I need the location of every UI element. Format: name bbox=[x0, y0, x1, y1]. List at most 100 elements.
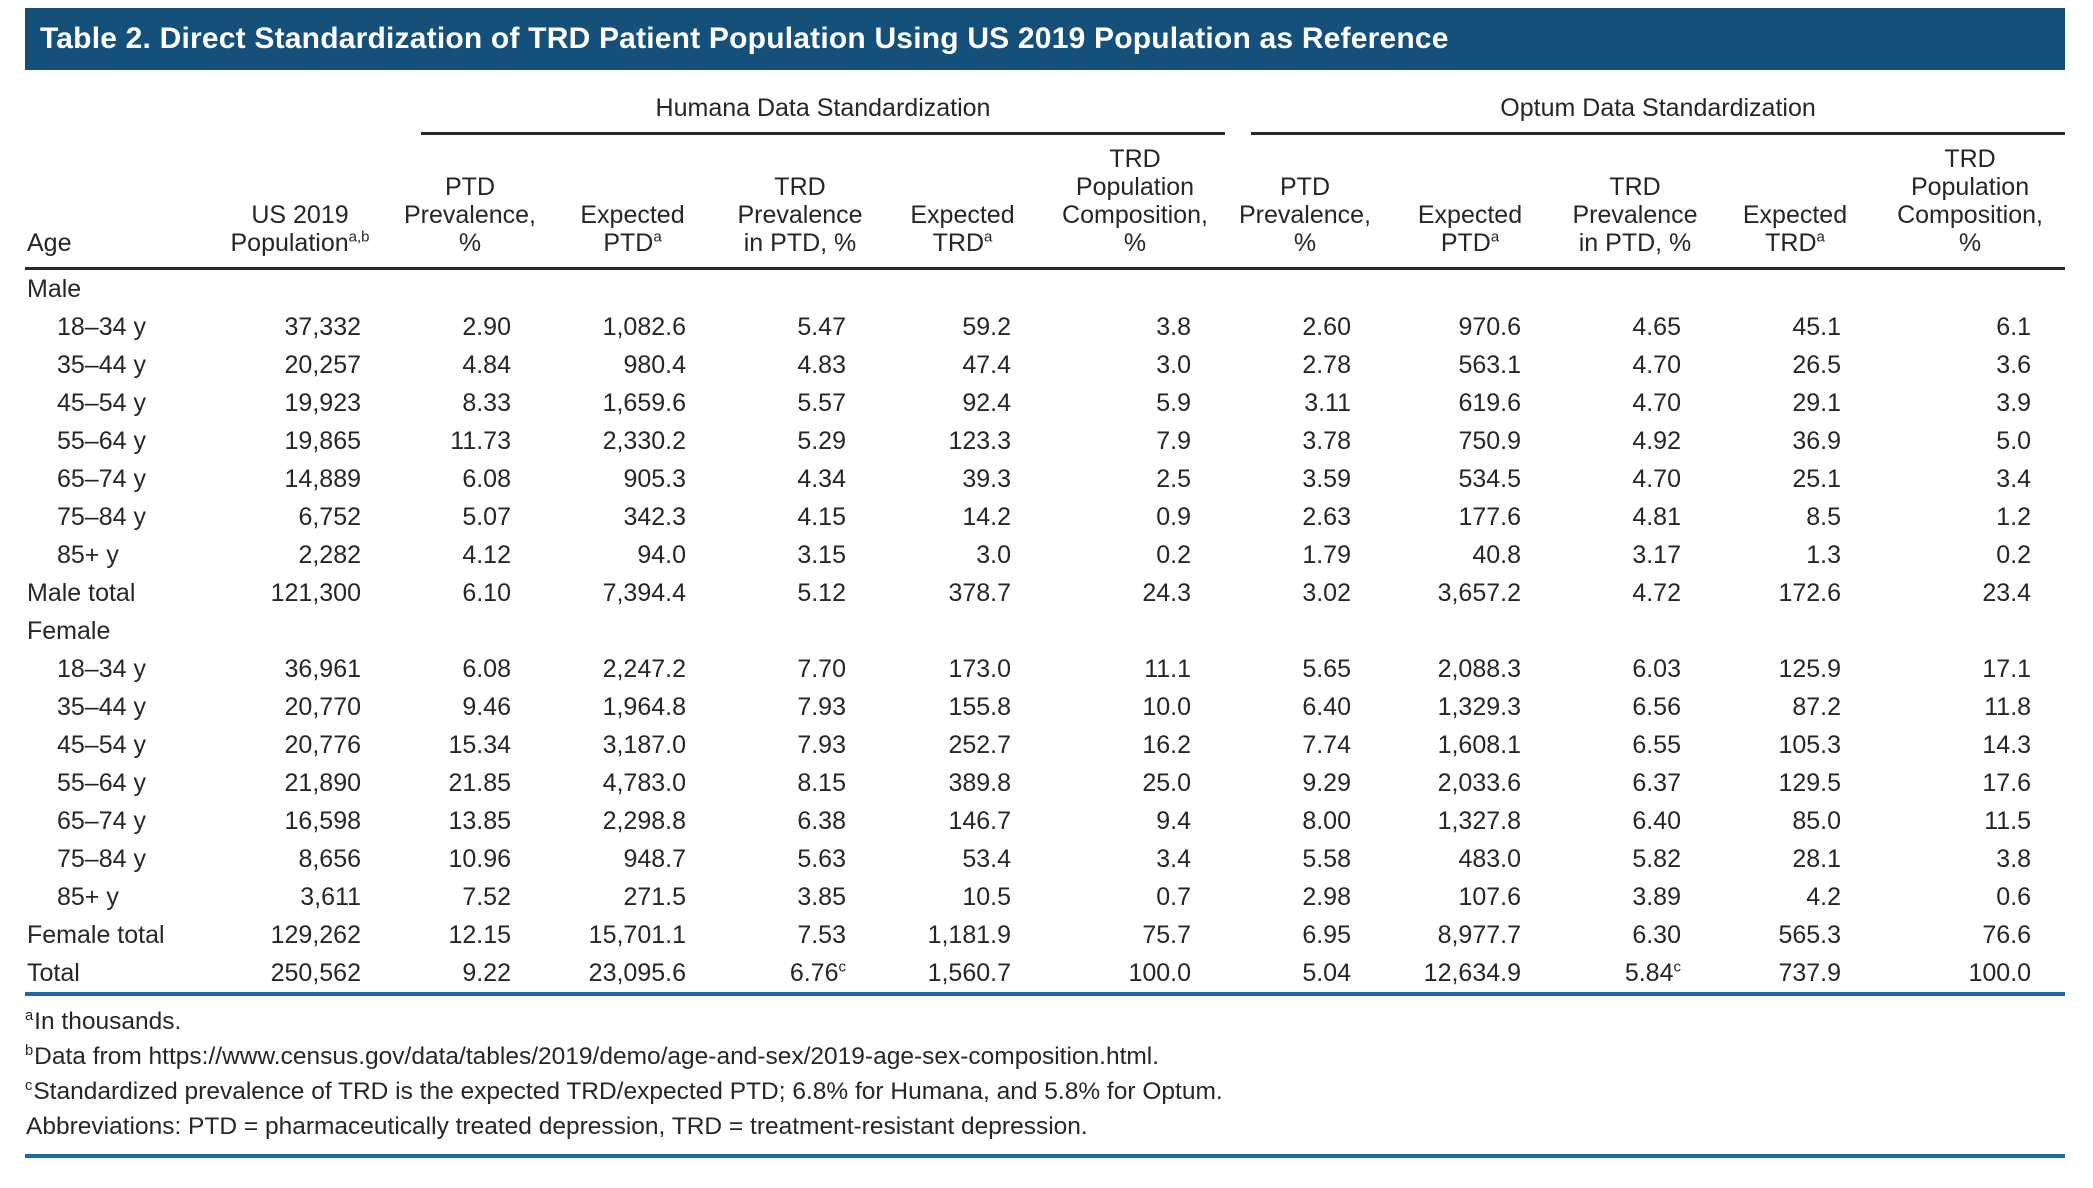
column-header-age: Age bbox=[25, 135, 205, 270]
table-cell: 3.89 bbox=[1632, 883, 1681, 911]
row-label: 35–44 y bbox=[57, 693, 146, 721]
row-label: 85+ y bbox=[57, 883, 119, 911]
table-cell: 3.59 bbox=[1302, 465, 1351, 493]
table-cell: 29.1 bbox=[1792, 389, 1841, 417]
table-cell: 23.4 bbox=[1982, 579, 2032, 607]
table-cell: 1.2 bbox=[1996, 503, 2032, 531]
section-row: Female bbox=[25, 612, 2065, 650]
row-label: Female total bbox=[27, 921, 165, 949]
table-cell: 4.83 bbox=[797, 351, 846, 379]
group-header-row: Humana Data Standardization Optum Data S… bbox=[25, 82, 2066, 135]
table-cell: 2,282 bbox=[298, 541, 361, 569]
table-cell: 5.12 bbox=[797, 579, 846, 607]
row-label: 65–74 y bbox=[57, 807, 146, 835]
table-row: 65–74 y 14,889 6.08 905.3 4.34 39.3 2.5 3.59 534… bbox=[25, 460, 2065, 498]
table-cell: 0.2 bbox=[1156, 541, 1191, 569]
table-cell: 3.8 bbox=[1996, 845, 2032, 873]
table-cell: 5.47 bbox=[797, 313, 846, 341]
table-cell: 87.2 bbox=[1792, 693, 1841, 721]
column-header-optum-expected-ptd: Expected PTDa bbox=[1385, 135, 1555, 270]
table-cell: 0.7 bbox=[1156, 883, 1191, 911]
table-cell: 107.6 bbox=[1458, 883, 1521, 911]
table-cell: 7.74 bbox=[1302, 731, 1351, 759]
table-cell: 12.15 bbox=[448, 921, 511, 949]
row-label: 35–44 y bbox=[57, 351, 146, 379]
table-cell: 970.6 bbox=[1458, 313, 1521, 341]
table-cell: 10.5 bbox=[962, 883, 1011, 911]
table-cell: 3.0 bbox=[1156, 351, 1191, 379]
row-label: 18–34 y bbox=[57, 655, 146, 683]
group-header-optum: Optum Data Standardization bbox=[1225, 82, 2066, 135]
table-cell: 10.96 bbox=[448, 845, 511, 873]
table-cell: 1,327.8 bbox=[1437, 807, 1521, 835]
table-cell: 3,657.2 bbox=[1437, 579, 1521, 607]
table-cell: 2.63 bbox=[1302, 503, 1351, 531]
table-cell: 6.1 bbox=[1996, 313, 2032, 341]
group-header-humana: Humana Data Standardization bbox=[395, 82, 1225, 135]
table-cell: 123.3 bbox=[948, 427, 1011, 455]
standardization-table: Humana Data Standardization Optum Data S… bbox=[25, 82, 2066, 996]
table-cell: 10.0 bbox=[1142, 693, 1191, 721]
column-header-optum-expected-trd: Expected TRDa bbox=[1715, 135, 1875, 270]
table-cell: 45.1 bbox=[1792, 313, 1841, 341]
table-cell: 5.07 bbox=[462, 503, 511, 531]
footnote-marker: a bbox=[25, 1007, 34, 1024]
table-cell: 2.5 bbox=[1156, 465, 1191, 493]
table-cell: 129,262 bbox=[270, 921, 361, 949]
table-row: 85+ y 3,611 7.52 271.5 3.85 10.5 0.7 2.98 107.6 3… bbox=[25, 878, 2065, 916]
row-label: 45–54 y bbox=[57, 389, 146, 417]
table-cell: 2.60 bbox=[1302, 313, 1351, 341]
table-cell: 1.79 bbox=[1302, 541, 1351, 569]
table-cell: 0.2 bbox=[1996, 541, 2032, 569]
table-cell: 5.58 bbox=[1302, 845, 1351, 873]
table-cell: 20,257 bbox=[284, 351, 361, 379]
footnote-text: Standardized prevalence of TRD is the ex… bbox=[33, 1078, 1223, 1105]
table-cell: 94.0 bbox=[637, 541, 686, 569]
table-row: Male total 121,300 6.10 7,394.4 5.12 378.7 24.… bbox=[25, 574, 2065, 612]
table-cell: 172.6 bbox=[1778, 579, 1841, 607]
table-cell: 1,659.6 bbox=[602, 389, 686, 417]
table-cell: 6.08 bbox=[462, 465, 511, 493]
column-header-optum-ptd-prevalence: PTD Prevalence, % bbox=[1225, 135, 1385, 270]
table-cell: 6,752 bbox=[298, 503, 361, 531]
table-cell: 5.65 bbox=[1302, 655, 1351, 683]
table-cell: 12,634.9 bbox=[1385, 954, 1555, 996]
table-cell: 4.70 bbox=[1632, 465, 1681, 493]
column-header-optum-trd-composition: TRD Population Composition, % bbox=[1875, 135, 2066, 270]
table-cell: 2,088.3 bbox=[1437, 655, 1521, 683]
table-cell: 5.0 bbox=[1996, 427, 2032, 455]
footnote-c: cStandardized prevalence of TRD is the e… bbox=[25, 1074, 2065, 1109]
table-cell: 2,247.2 bbox=[602, 655, 686, 683]
table-cell: 39.3 bbox=[962, 465, 1011, 493]
table-cell: 3.9 bbox=[1996, 389, 2032, 417]
table-cell: 6.40 bbox=[1302, 693, 1351, 721]
footnote-text: Data from https://www.census.gov/data/ta… bbox=[34, 1043, 1160, 1070]
table-cell: 2.78 bbox=[1302, 351, 1351, 379]
table-row: 35–44 y 20,257 4.84 980.4 4.83 47.4 3.0 2.78 563… bbox=[25, 346, 2065, 384]
table-row: 18–34 y 36,961 6.08 2,247.2 7.70 173.0 11.1 5.6… bbox=[25, 650, 2065, 688]
table-cell: 6.95 bbox=[1302, 921, 1351, 949]
table-cell: 11.8 bbox=[1984, 693, 2032, 721]
row-label: 65–74 y bbox=[57, 465, 146, 493]
footnote-marker: c bbox=[1673, 958, 1682, 976]
table-cell: 6.08 bbox=[462, 655, 511, 683]
footnote-text: Abbreviations: PTD = pharmaceutically tr… bbox=[26, 1113, 1088, 1140]
footnote-marker: a,b bbox=[348, 228, 370, 246]
table-cell: 19,923 bbox=[284, 389, 361, 417]
table-row: Female total 129,262 12.15 15,701.1 7.53 1,18… bbox=[25, 916, 2065, 954]
table-row: 55–64 y 21,890 21.85 4,783.0 8.15 389.8 25.0 9.… bbox=[25, 764, 2065, 802]
section-label: Male bbox=[27, 275, 82, 303]
table-cell: 16,598 bbox=[284, 807, 361, 835]
table-cell: 7.9 bbox=[1156, 427, 1191, 455]
table-cell: 565.3 bbox=[1778, 921, 1841, 949]
table-cell: 4.2 bbox=[1806, 883, 1841, 911]
table-cell: 6.10 bbox=[462, 579, 511, 607]
table-row: 18–34 y 37,332 2.90 1,082.6 5.47 59.2 3.8 2.60 9… bbox=[25, 308, 2065, 346]
table-cell: 4.70 bbox=[1632, 389, 1681, 417]
table-row: 35–44 y 20,770 9.46 1,964.8 7.93 155.8 10.0 6.4… bbox=[25, 688, 2065, 726]
table-cell: 53.4 bbox=[962, 845, 1011, 873]
table-cell: 1,608.1 bbox=[1437, 731, 1521, 759]
table-cell: 177.6 bbox=[1458, 503, 1521, 531]
table-cell: 1,082.6 bbox=[602, 313, 686, 341]
row-label: 45–54 y bbox=[57, 731, 146, 759]
